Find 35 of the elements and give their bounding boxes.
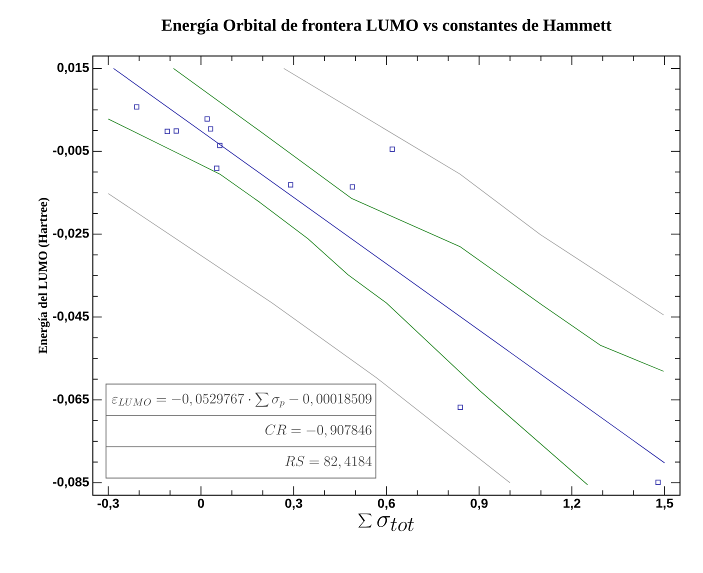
x-tick-label: 0,3 <box>285 498 302 510</box>
annotation: $CR = -0,907846$ <box>265 424 372 438</box>
line-series <box>173 68 664 372</box>
y-tick-label: -0,045 <box>53 312 89 323</box>
y-tick-label: -0,005 <box>53 146 89 157</box>
x-axis-title: $\sum \sigma_{tot}$ <box>358 514 414 532</box>
point <box>217 142 222 148</box>
chart-title: Energía Orbital de frontera LUMO vs constantes de Hammett <box>162 18 612 34</box>
annotation: $\varepsilon_{LUMO} = -0,0529767 \cdot \sum \sigma_p - 0,00018509$ <box>112 392 372 408</box>
x-tick-label: 0,6 <box>378 498 395 510</box>
point <box>390 146 395 152</box>
point <box>134 104 140 110</box>
y-axis-title: Energía del LUMO (Hartree) <box>38 198 50 354</box>
line-series <box>108 193 510 484</box>
annotation: $RS = 82,4184$ <box>285 456 372 469</box>
point <box>288 182 294 188</box>
y-tick-label: -0,065 <box>53 394 89 406</box>
point <box>164 128 170 134</box>
point <box>204 116 210 122</box>
x-tick-label: 1,2 <box>564 498 580 510</box>
y-tick-label: 0,015 <box>57 62 89 74</box>
x-tick-label: 1,5 <box>656 498 674 510</box>
point <box>458 404 463 410</box>
y-tick-label: -0,085 <box>53 477 89 488</box>
line-series <box>283 68 664 316</box>
point <box>350 184 356 190</box>
point <box>214 166 220 171</box>
line-series <box>108 118 588 486</box>
point <box>174 128 179 134</box>
x-tick-label: -0,3 <box>98 498 119 510</box>
point <box>208 126 214 132</box>
point <box>655 480 661 485</box>
y-tick-label: -0,025 <box>53 228 89 240</box>
x-tick-label: 0 <box>198 498 204 508</box>
x-tick-label: 0,9 <box>470 498 488 510</box>
